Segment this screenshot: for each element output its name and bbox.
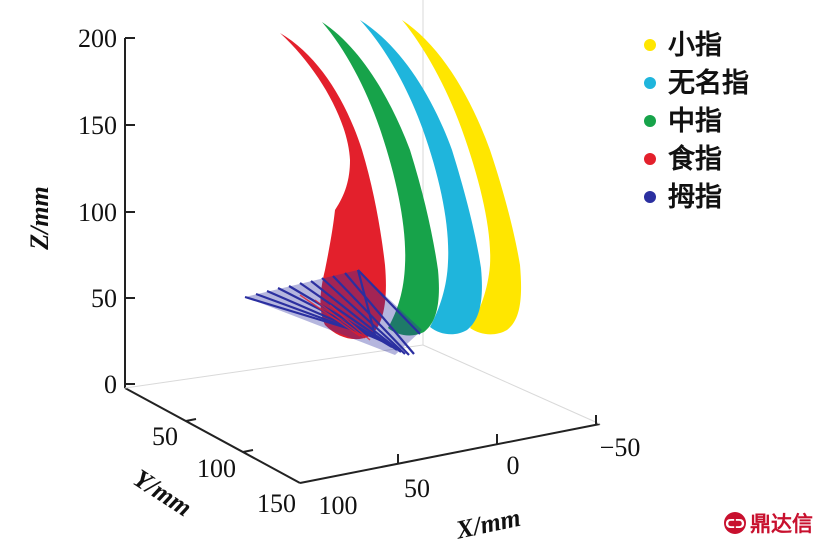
- y-axis-title: Y/mm: [128, 463, 197, 522]
- z-tick-label: 50: [91, 284, 117, 313]
- x-tick-label: 50: [404, 474, 430, 503]
- legend-label: 拇指: [668, 182, 722, 213]
- legend-marker: [644, 153, 656, 165]
- index-thumb-overlap-line: [299, 294, 361, 337]
- y-tick-mark: [242, 449, 254, 453]
- y-tick-mark: [185, 418, 197, 422]
- series-surface-middle-finger: [322, 22, 439, 336]
- thumb-line: [266, 289, 383, 343]
- z-tick-label: 0: [104, 370, 117, 399]
- watermark: ᑕᑐ 鼎达信: [724, 512, 813, 536]
- legend: 小指 无名指 中指 食指 拇指: [644, 30, 749, 213]
- y-tick-label: 50: [152, 422, 178, 451]
- legend-label: 小指: [668, 30, 722, 61]
- legend-marker: [644, 77, 656, 89]
- watermark-text: 鼎达信: [750, 512, 813, 536]
- series-surface-little-finger: [402, 20, 522, 335]
- series-lines-index-overlap: [299, 294, 371, 341]
- thumb-line: [310, 280, 402, 353]
- thumb-line: [321, 277, 406, 355]
- thumb-line: [288, 285, 393, 348]
- y-axis-line: [124, 387, 301, 484]
- watermark-logo: [724, 512, 746, 534]
- legend-marker: [644, 115, 656, 127]
- index-thumb-overlap-line: [329, 304, 371, 341]
- index-thumb-overlap-line: [314, 299, 366, 339]
- z-tick-label: 100: [78, 198, 117, 227]
- watermark-logo-glyph: ᑕᑐ: [725, 517, 745, 531]
- x-axis-line: [299, 423, 601, 484]
- x-tick-label: 100: [319, 491, 358, 520]
- back-edge-left: [124, 344, 424, 389]
- legend-label: 食指: [668, 143, 722, 175]
- thumb-line: [344, 272, 415, 355]
- z-axis-ticks: 0 50 100 150 200: [78, 24, 135, 399]
- thumb-line: [299, 282, 398, 351]
- z-tick-label: 150: [78, 111, 117, 140]
- x-axis-title: X/mm: [452, 503, 523, 545]
- series-surface-index-finger: [280, 33, 386, 340]
- legend-label: 无名指: [668, 67, 749, 99]
- x-tick-label: 0: [507, 451, 520, 480]
- z-tick-label: 200: [78, 24, 117, 53]
- y-axis-ticks: 50 100 150: [152, 418, 296, 518]
- thumb-line: [356, 269, 377, 336]
- x-tick-label: −50: [600, 433, 641, 462]
- y-tick-label: 150: [257, 489, 296, 518]
- y-tick-label: 100: [197, 454, 236, 483]
- back-edge-right: [422, 344, 601, 425]
- legend-label: 中指: [668, 106, 722, 137]
- legend-marker: [644, 191, 656, 203]
- series-surfaces: [280, 20, 522, 340]
- legend-marker: [644, 39, 656, 51]
- thumb-line: [357, 269, 421, 335]
- series-lines-thumb: [244, 269, 422, 356]
- z-axis-title: Z/mm: [25, 186, 54, 251]
- x-axis-ticks: 100 50 0 −50: [319, 415, 641, 520]
- series-surface-ring-finger: [360, 20, 482, 335]
